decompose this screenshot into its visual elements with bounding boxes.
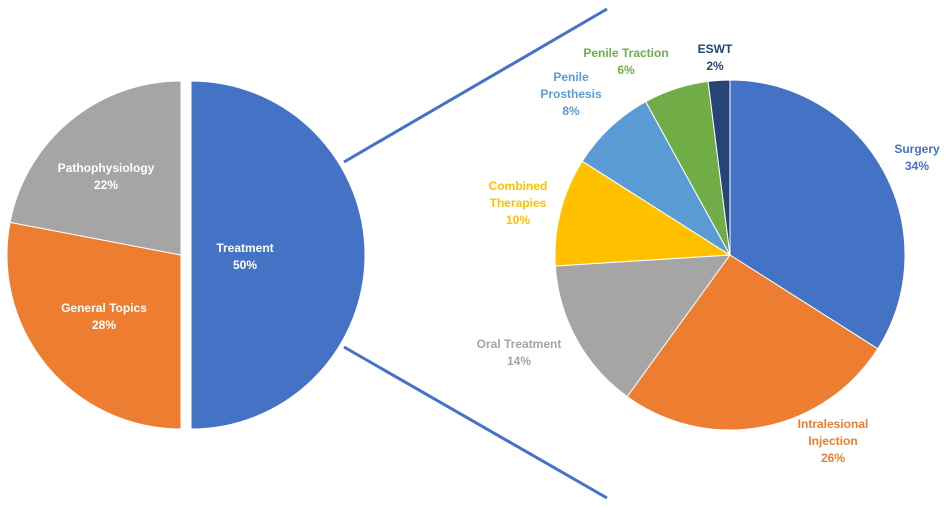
- main-label-general-topics: General Topics 28%: [61, 301, 147, 332]
- sub-slice-combined-therapies: [554, 160, 732, 267]
- main-label-treatment-line: 50%: [233, 258, 257, 272]
- main-slice-general-topics: [6, 221, 182, 430]
- sub-label-intralesional-injection: Intralesional Injection 26%: [798, 417, 869, 465]
- sub-label-intralesional-injection-line: 26%: [821, 451, 845, 465]
- sub-label-intralesional-injection-line: Injection: [808, 434, 857, 448]
- sub-slice-oral-treatment: [554, 254, 732, 398]
- sub-label-oral-treatment-line: Oral Treatment: [477, 337, 562, 351]
- sub-label-intralesional-injection-line: Intralesional: [798, 417, 869, 431]
- sub-slice-intralesional-injection: [626, 254, 879, 431]
- sub-label-combined-therapies-line: Therapies: [490, 196, 547, 210]
- sub-label-penile-traction-line: 6%: [617, 63, 635, 77]
- main-slice-treatment: [190, 80, 366, 430]
- sub-label-combined-therapies: Combined Therapies 10%: [489, 179, 548, 227]
- sub-label-surgery: Surgery 34%: [894, 142, 940, 173]
- sub-label-penile-prosthesis-line: 8%: [562, 104, 580, 118]
- main-label-pathophysiology-line: 22%: [94, 178, 118, 192]
- sub-slice-surgery: [729, 79, 906, 350]
- sub-label-eswt: ESWT 2%: [698, 42, 733, 73]
- sub-label-penile-prosthesis-line: Prosthesis: [540, 87, 602, 101]
- sub-label-eswt-line: ESWT: [698, 42, 733, 56]
- main-label-general-topics-line: 28%: [92, 318, 116, 332]
- sub-label-penile-traction-line: Penile Traction: [583, 46, 668, 60]
- main-label-general-topics-line: General Topics: [61, 301, 147, 315]
- main-label-treatment: Treatment 50%: [216, 241, 273, 272]
- sub-label-eswt-line: 2%: [706, 59, 724, 73]
- sub-slice-eswt: [707, 79, 731, 256]
- sub-label-penile-prosthesis: Penile Prosthesis 8%: [540, 70, 602, 118]
- main-label-treatment-line: Treatment: [216, 241, 273, 255]
- main-slice-pathophysiology: [9, 80, 182, 256]
- main-label-pathophysiology: Pathophysiology 22%: [58, 161, 155, 192]
- main-label-pathophysiology-line: Pathophysiology: [58, 161, 155, 175]
- sub-label-combined-therapies-line: 10%: [506, 213, 530, 227]
- sub-label-oral-treatment-line: 14%: [507, 354, 531, 368]
- sub-label-surgery-line: 34%: [905, 159, 929, 173]
- connector-line-bottom: [343, 345, 608, 500]
- sub-label-combined-therapies-line: Combined: [489, 179, 548, 193]
- sub-label-penile-traction: Penile Traction 6%: [583, 46, 668, 77]
- sub-label-oral-treatment: Oral Treatment 14%: [477, 337, 562, 368]
- sub-label-surgery-line: Surgery: [894, 142, 940, 156]
- sub-label-penile-prosthesis-line: Penile: [553, 70, 589, 84]
- connector-line-top: [343, 7, 608, 164]
